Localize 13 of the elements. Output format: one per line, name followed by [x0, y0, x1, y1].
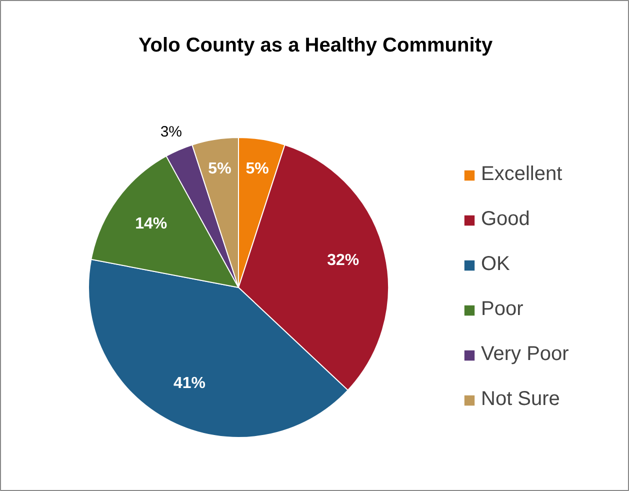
data-label: 41%: [173, 375, 206, 392]
data-label: 3%: [160, 123, 182, 140]
legend-label: OK: [481, 253, 510, 276]
legend-label: Very Poor: [481, 343, 569, 366]
data-label: 5%: [246, 160, 269, 178]
data-label: 32%: [327, 252, 360, 270]
legend-label: Not Sure: [481, 388, 560, 411]
legend-label: Poor: [481, 298, 524, 321]
legend-label: Excellent: [481, 163, 562, 186]
chart-title: Yolo County as a Healthy Community: [138, 34, 494, 56]
data-label: 5%: [208, 160, 232, 178]
legend-label: Good: [481, 208, 530, 231]
data-label: 14%: [135, 216, 168, 233]
